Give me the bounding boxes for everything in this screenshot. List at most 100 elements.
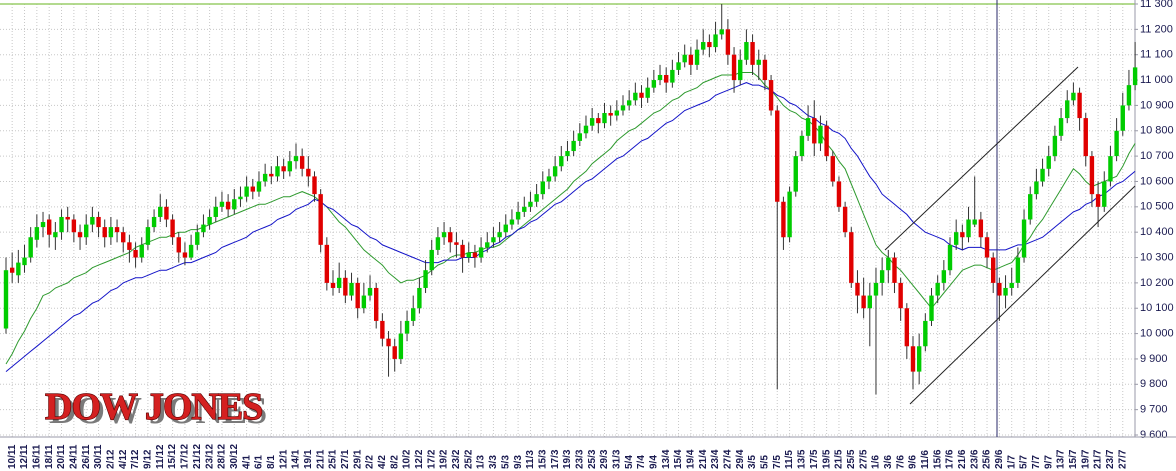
- candle-body: [960, 232, 965, 238]
- y-tick-label: 9 600: [1140, 429, 1168, 441]
- candle-body: [65, 216, 70, 220]
- candle-body: [941, 270, 947, 283]
- candle-body: [349, 282, 354, 296]
- x-tick-label: 25/5: [846, 449, 857, 469]
- x-tick-label: 30/11: [93, 444, 104, 469]
- candle-body: [380, 320, 385, 339]
- x-tick-label: 7/12: [130, 449, 141, 469]
- candle-body: [1052, 135, 1058, 157]
- candle-body: [491, 237, 496, 243]
- candle-body: [392, 346, 397, 359]
- x-tick-label: 21/6: [957, 449, 968, 469]
- candle-body: [935, 282, 940, 296]
- x-tick-label: 8/1: [266, 455, 277, 469]
- candle-body: [645, 87, 650, 98]
- candle-body: [460, 244, 465, 258]
- candle-body: [528, 201, 533, 207]
- candle-body: [1046, 156, 1051, 169]
- candle-body: [836, 181, 842, 207]
- x-tick-label: 18/11: [44, 444, 55, 469]
- x-tick-label: 5/7: [1019, 455, 1030, 469]
- candle-body: [182, 252, 188, 258]
- candle-body: [485, 242, 490, 248]
- candle-body: [978, 219, 984, 238]
- candle-body: [497, 232, 502, 238]
- candle-body: [219, 201, 225, 207]
- candle-body: [916, 346, 922, 372]
- x-tick-label: 15/3: [537, 449, 548, 469]
- x-tick-label: 13/5: [797, 449, 808, 469]
- candle-body: [793, 156, 798, 192]
- x-tick-label: 17/3: [550, 449, 561, 469]
- candle-body: [201, 224, 206, 233]
- x-tick-label: 27/4: [723, 449, 734, 469]
- candle-body: [287, 161, 293, 172]
- chart-title: DOW JONES: [45, 386, 262, 428]
- candle-body: [9, 267, 15, 273]
- candle-body: [361, 295, 367, 309]
- candle-body: [40, 222, 46, 228]
- candle-body: [275, 166, 280, 177]
- y-tick-label: 11 300: [1140, 0, 1173, 10]
- x-tick-label: 12/1: [278, 449, 289, 469]
- candle-body: [343, 277, 348, 296]
- x-tick-label: 11/5: [784, 450, 795, 469]
- x-tick-label: 11/12: [155, 444, 166, 469]
- x-tick-label: 17/6: [945, 449, 956, 469]
- candle-body: [472, 252, 478, 258]
- candle-body: [583, 125, 589, 134]
- candle-body: [355, 282, 360, 309]
- candle-body: [997, 282, 1002, 296]
- candle-body: [688, 54, 694, 65]
- candle-body: [867, 295, 872, 309]
- x-tick-label: 2/2: [365, 455, 376, 469]
- x-tick-label: 19/7: [1080, 449, 1091, 469]
- x-tick-label: 10/2: [402, 449, 413, 469]
- candle-body: [892, 257, 897, 283]
- candle-body: [694, 49, 700, 65]
- candle-body: [225, 201, 231, 210]
- candle-body: [608, 113, 613, 116]
- candle-body: [102, 227, 107, 238]
- candle-body: [1009, 282, 1014, 288]
- x-tick-label: 23/7: [1105, 449, 1116, 469]
- candle-body: [188, 244, 194, 258]
- candle-body: [725, 29, 731, 55]
- x-tick-label: 5/3: [500, 455, 511, 469]
- candle-body: [707, 42, 712, 48]
- y-tick-label: 10 400: [1140, 226, 1174, 238]
- candle-body: [293, 156, 299, 162]
- candle-body: [1034, 181, 1039, 195]
- x-tick-label: 1/3: [476, 455, 487, 469]
- candle-body: [744, 42, 749, 60]
- y-tick-label: 10 200: [1140, 277, 1174, 289]
- candle-body: [90, 216, 95, 225]
- candle-body: [411, 308, 416, 321]
- x-tick-label: 1/7: [1006, 455, 1017, 469]
- candle-body: [904, 308, 910, 347]
- candle-body: [898, 282, 903, 309]
- x-tick-label: 23/4: [710, 449, 721, 469]
- x-tick-label: 5/4: [624, 455, 635, 469]
- x-tick-label: 23/6: [969, 449, 980, 469]
- candle-body: [855, 282, 860, 296]
- x-tick-label: 26/11: [81, 444, 92, 469]
- x-tick-label: 4/12: [118, 449, 129, 469]
- candle-body: [1065, 100, 1070, 119]
- y-tick-label: 10 800: [1140, 125, 1174, 137]
- x-tick-label: 25/1: [328, 449, 339, 469]
- candle-body: [330, 282, 336, 288]
- candle-body: [1015, 257, 1021, 283]
- candle-body: [522, 206, 527, 212]
- candle-body: [515, 211, 521, 220]
- candle-body: [830, 156, 835, 182]
- x-tick-label: 15/7: [1068, 449, 1079, 469]
- candle-body: [509, 219, 515, 225]
- candle-body: [238, 196, 243, 200]
- candle-body: [781, 201, 786, 238]
- candle-body: [417, 287, 422, 309]
- candle-body: [1114, 130, 1119, 157]
- x-tick-label: 20/11: [56, 444, 67, 469]
- candle-body: [886, 257, 891, 271]
- candle-body: [639, 92, 644, 98]
